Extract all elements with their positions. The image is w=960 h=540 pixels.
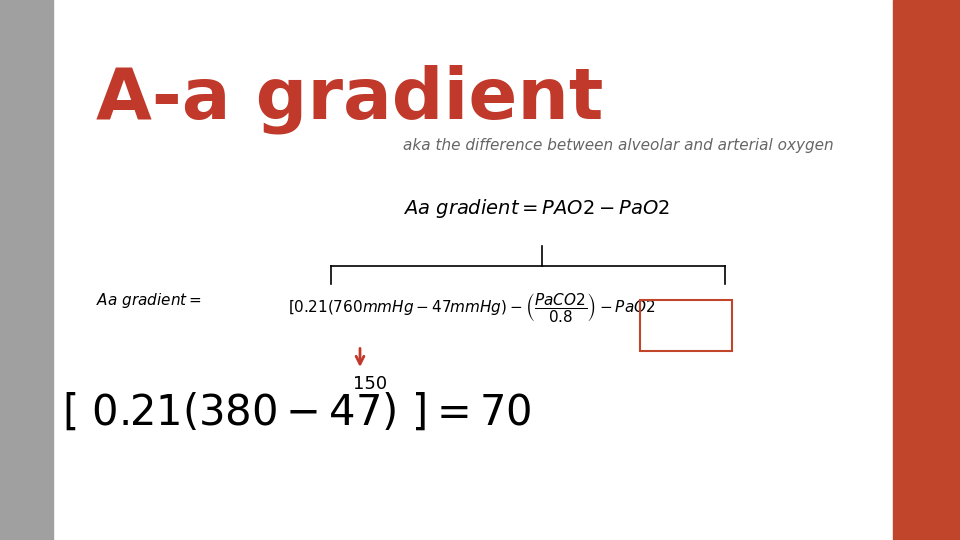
Text: aka the difference between alveolar and arterial oxygen: aka the difference between alveolar and … (403, 138, 834, 153)
Bar (0, 0, 53, 540)
Text: $\mathit{Aa\ gradient = PAO2 - PaO2}$: $\mathit{Aa\ gradient = PAO2 - PaO2}$ (403, 197, 670, 220)
Text: $[\ 0.21(380 - 47)\ ] = 70$: $[\ 0.21(380 - 47)\ ] = 70$ (62, 392, 532, 434)
Text: 150: 150 (353, 375, 388, 393)
Text: $\mathit{Aa\ gradient = }$: $\mathit{Aa\ gradient = }$ (96, 291, 202, 309)
Text: A-a gradient: A-a gradient (96, 65, 604, 134)
Bar (893, 0, 960, 540)
Text: $[0.21(760mmHg - 47mmHg) - \left(\dfrac{PaCO2}{0.8}\right) - PaO2$: $[0.21(760mmHg - 47mmHg) - \left(\dfrac{… (288, 291, 656, 323)
